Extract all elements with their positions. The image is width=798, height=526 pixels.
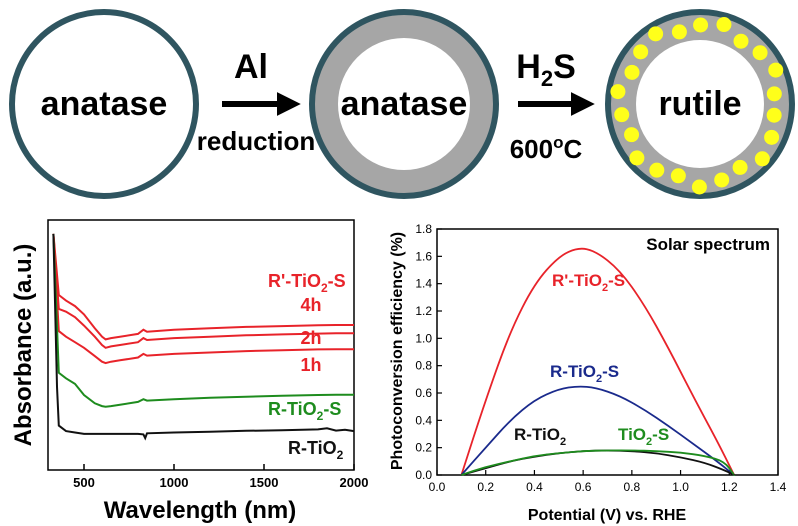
x-tick-label: 2000	[340, 475, 369, 490]
stage1-label: anatase	[41, 85, 168, 123]
x-tick-label: 1.4	[770, 480, 787, 494]
series-lines	[52, 233, 355, 441]
series-line	[52, 233, 355, 441]
label-4h: 4h	[300, 295, 321, 315]
chart-title: Solar spectrum	[646, 235, 770, 254]
y-axis-label: Photoconversion efficiency (%)	[389, 232, 406, 470]
axis-ticks: 0.0 0.2 0.4 0.6 0.8 1.0 1.2 1.4 0.0 0.2 0.4 0.6 0.8 1…	[415, 222, 786, 494]
y-tick-label: 0.8	[415, 359, 432, 373]
sulfur-dot	[614, 107, 630, 123]
label-2h: 2h	[300, 328, 321, 348]
y-tick-label: 1.0	[415, 331, 432, 345]
plot-frame	[436, 228, 779, 476]
sulfur-dot	[670, 168, 686, 184]
sulfur-dots	[610, 17, 784, 195]
x-tick-label: 0.4	[526, 480, 543, 494]
plot-frame	[47, 219, 355, 471]
x-tick-label: 0.2	[477, 480, 494, 494]
arrow1-top-label: Al	[234, 48, 268, 86]
sulfur-dot	[691, 179, 707, 195]
series-line	[52, 233, 354, 408]
y-tick-label: 0.4	[415, 413, 432, 427]
y-tick-label: 1.4	[415, 277, 432, 291]
arrow1-bottom-label: reduction	[197, 126, 315, 156]
schematic: anatase Al reduction anatase H2S 600oC r…	[9, 9, 795, 199]
sulfur-dot	[766, 107, 782, 123]
sulfur-dot	[733, 33, 749, 49]
sulfur-dot	[754, 151, 770, 167]
x-tick-label: 1.2	[721, 480, 738, 494]
series-line	[52, 233, 354, 365]
sulfur-dot	[764, 129, 780, 145]
x-axis-label: Wavelength (nm)	[104, 497, 296, 524]
sulfur-dot	[693, 17, 709, 33]
y-tick-label: 0.0	[415, 468, 432, 482]
label-r-tio2-s: R-TiO2-S	[268, 399, 341, 423]
sulfur-dot	[714, 172, 730, 188]
series-line	[460, 385, 736, 476]
sulfur-dot	[624, 64, 640, 80]
label-1h: 1h	[300, 355, 321, 375]
anatase-particle	[9, 9, 199, 199]
x-tick-label: 0.6	[575, 480, 592, 494]
x-tick-label: 0.0	[429, 480, 446, 494]
y-tick-label: 1.6	[415, 249, 432, 263]
efficiency-chart: 0.0 0.2 0.4 0.6 0.8 1.0 1.2 1.4 0.0 0.2 0.4 0.6 0.8 1…	[389, 222, 787, 524]
sulfur-dot	[648, 26, 664, 42]
x-tick-label: 1.0	[672, 480, 689, 494]
sulfur-dot	[716, 17, 732, 33]
anatase-core	[338, 38, 470, 170]
series-lines	[460, 247, 736, 476]
x-tick-label: 1000	[160, 475, 189, 490]
label-r-tio2: R-TiO2	[288, 438, 344, 462]
x-axis-ticks: 500 1000 1500 2000	[73, 464, 368, 490]
series-line	[461, 449, 736, 476]
x-axis-label: Potential (V) vs. RHE	[528, 507, 687, 524]
sulfur-dot	[671, 24, 687, 40]
series-line	[52, 233, 354, 341]
y-tick-label: 1.8	[415, 222, 432, 236]
series-line	[52, 233, 354, 349]
sulfur-dot	[633, 44, 649, 60]
y-tick-label: 0.2	[415, 441, 432, 455]
y-tick-label: 0.6	[415, 386, 432, 400]
sulfur-dot	[768, 62, 784, 78]
sulfur-dot	[732, 159, 748, 175]
y-axis-label: Absorbance (a.u.)	[10, 244, 37, 447]
rutile-core	[636, 40, 764, 168]
sulfur-dot	[629, 150, 645, 166]
stage3-label: rutile	[658, 85, 741, 123]
sulfur-dot	[624, 127, 640, 143]
sulfur-dot	[752, 45, 768, 61]
absorbance-chart: 500 1000 1500 2000 Wavelength (nm) Absorban…	[10, 219, 368, 524]
sulfur-dot	[649, 162, 665, 178]
x-tick-label: 0.8	[624, 480, 641, 494]
series-line	[460, 247, 736, 476]
sulfur-dot	[766, 86, 782, 102]
label-r-prime: R'-TiO2-S	[268, 271, 346, 295]
arrow2-bottom-label: 600oC	[510, 133, 583, 164]
label-blue: R-TiO2-S	[550, 362, 619, 385]
arrow2-top-label: H2S	[516, 48, 576, 91]
sulfur-dot	[610, 84, 626, 100]
x-tick-label: 500	[73, 475, 95, 490]
label-green: TiO2-S	[618, 425, 669, 448]
label-red: R'-TiO2-S	[552, 271, 625, 294]
x-tick-label: 1500	[250, 475, 279, 490]
y-tick-label: 1.2	[415, 304, 432, 318]
stage2-label: anatase	[341, 85, 468, 123]
label-black: R-TiO2	[514, 425, 566, 448]
